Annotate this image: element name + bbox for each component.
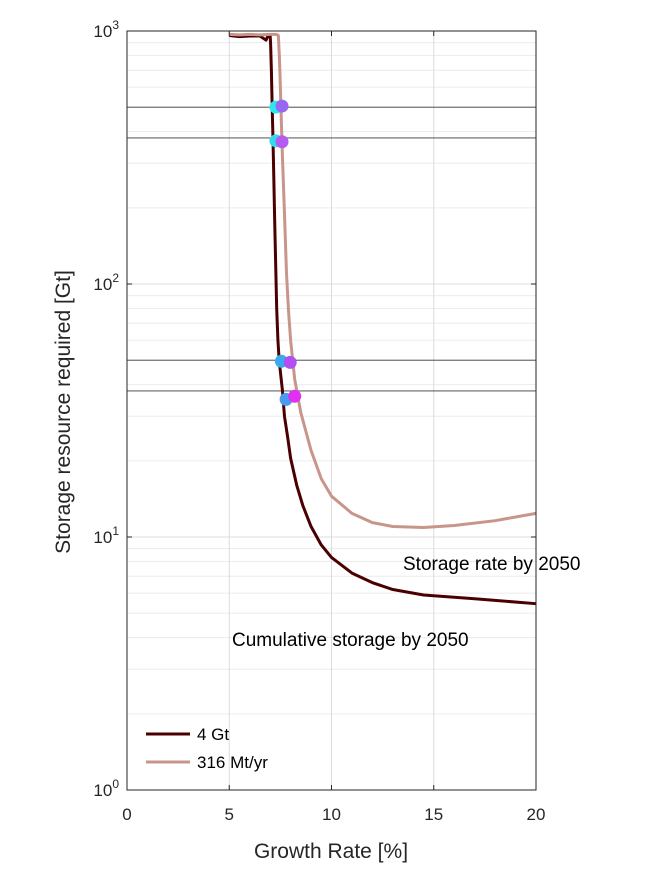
- x-tick-label: 15: [424, 805, 443, 824]
- y-tick-label: 101: [93, 524, 119, 547]
- grid: [127, 31, 536, 790]
- y-tick-label: 102: [93, 271, 119, 294]
- series-lines: [229, 32, 537, 606]
- x-tick-label: 20: [527, 805, 546, 824]
- series-line-0: [229, 33, 537, 606]
- y-axis-label: Storage resource required [Gt]: [52, 270, 75, 554]
- x-tick-label: 10: [322, 805, 341, 824]
- x-tick-label: 5: [225, 805, 234, 824]
- legend: 4 Gt 316 Mt/yr: [146, 725, 268, 772]
- threshold-marker: [275, 99, 289, 113]
- y-tick-label: 103: [93, 18, 119, 41]
- threshold-marker: [288, 389, 302, 403]
- legend-label-4gt: 4 Gt: [197, 725, 229, 744]
- legend-label-316mt: 316 Mt/yr: [197, 753, 268, 772]
- x-tick-label: 0: [122, 805, 131, 824]
- axis-ticks: 0 5 10 15 20 100 101 102 103: [93, 18, 545, 824]
- threshold-marker: [275, 135, 289, 149]
- annotation-cumulative-storage: Cumulative storage by 2050: [232, 630, 469, 651]
- x-axis-label: Growth Rate [%]: [254, 840, 408, 863]
- annotation-storage-rate: Storage rate by 2050: [403, 554, 580, 575]
- threshold-marker: [283, 355, 297, 369]
- reference-lines: [127, 106, 536, 392]
- series-line-1: [229, 32, 537, 530]
- y-tick-label: 100: [93, 777, 119, 800]
- threshold-markers: [269, 99, 302, 406]
